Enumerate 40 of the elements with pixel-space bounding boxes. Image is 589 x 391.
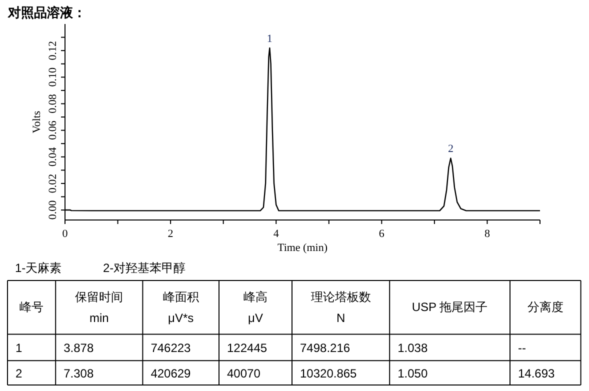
text: 1 — [16, 340, 22, 355]
text: 1-天麻素 — [15, 261, 62, 275]
text: 1.038 — [398, 340, 428, 355]
text: 7498.216 — [300, 340, 350, 355]
y-tick-label: 0.12 — [47, 40, 59, 60]
text: 峰高 μV — [244, 290, 268, 325]
text: 14.693 — [518, 366, 556, 380]
x-tick-label: 2 — [168, 228, 174, 240]
text: 2-对羟基苯甲醇 — [103, 261, 186, 275]
text: 40070 — [227, 366, 261, 380]
text: 峰号 — [20, 300, 44, 314]
y-tick-label: 0.02 — [47, 174, 59, 194]
y-axis-title: Volts — [31, 110, 43, 134]
text: 7.308 — [64, 366, 94, 380]
x-tick-label: 6 — [378, 228, 385, 240]
text: 3.878 — [64, 340, 94, 355]
annotation: 1 — [266, 32, 272, 45]
text: 420629 — [150, 366, 192, 380]
text: USP 拖尾因子 — [412, 300, 488, 314]
text: 保留时间 min — [75, 290, 124, 325]
text: 2 — [16, 366, 22, 380]
text: 分离度 — [527, 300, 564, 314]
text: -- — [518, 340, 526, 355]
x-tick-label: 8 — [484, 228, 490, 240]
x-tick-label: 0 — [62, 228, 68, 240]
chart-title: 对照品溶液： — [7, 5, 86, 20]
x-axis-title: Time (min) — [277, 242, 328, 254]
text: 峰面积 μV*s — [162, 290, 199, 325]
y-tick-label: 0.08 — [47, 94, 59, 114]
text: 1.050 — [398, 366, 428, 380]
text: 746223 — [150, 340, 192, 355]
y-tick-label: 0.10 — [47, 67, 59, 87]
annotation: 2 — [448, 143, 454, 156]
text: 122445 — [227, 340, 268, 355]
y-tick-label: 0.04 — [47, 146, 59, 167]
x-tick-label: 4 — [273, 228, 280, 240]
text: 理论塔板数 N — [310, 290, 371, 325]
y-tick-label: 0.06 — [47, 120, 59, 140]
y-tick-label: 0.00 — [47, 200, 59, 220]
text: 10320.865 — [300, 366, 358, 380]
